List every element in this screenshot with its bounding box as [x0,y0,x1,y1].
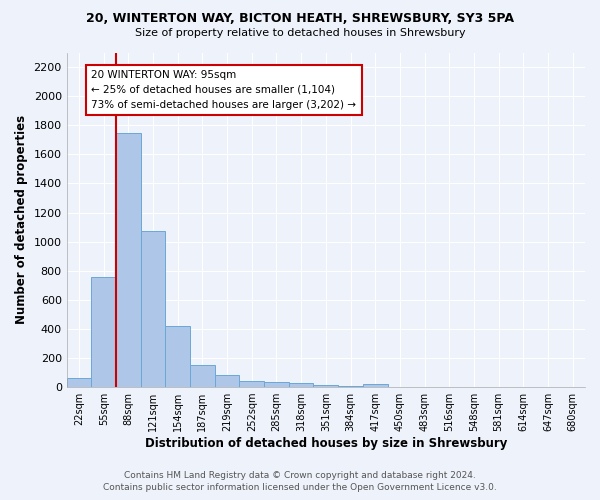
Bar [166,326,190,387]
Text: Size of property relative to detached houses in Shrewsbury: Size of property relative to detached ho… [134,28,466,38]
Bar [289,384,313,387]
Text: 20 WINTERTON WAY: 95sqm
← 25% of detached houses are smaller (1,104)
73% of semi: 20 WINTERTON WAY: 95sqm ← 25% of detache… [91,70,356,110]
Bar [264,382,289,387]
Bar [91,276,116,387]
Bar [239,380,264,387]
Bar [141,230,166,387]
Bar [67,378,91,387]
Text: 20, WINTERTON WAY, BICTON HEATH, SHREWSBURY, SY3 5PA: 20, WINTERTON WAY, BICTON HEATH, SHREWSB… [86,12,514,26]
Bar [313,385,338,387]
X-axis label: Distribution of detached houses by size in Shrewsbury: Distribution of detached houses by size … [145,437,507,450]
Bar [363,384,388,387]
Bar [338,386,363,387]
Bar [215,376,239,387]
Y-axis label: Number of detached properties: Number of detached properties [15,115,28,324]
Text: Contains HM Land Registry data © Crown copyright and database right 2024.
Contai: Contains HM Land Registry data © Crown c… [103,471,497,492]
Bar [190,364,215,387]
Bar [116,132,141,387]
